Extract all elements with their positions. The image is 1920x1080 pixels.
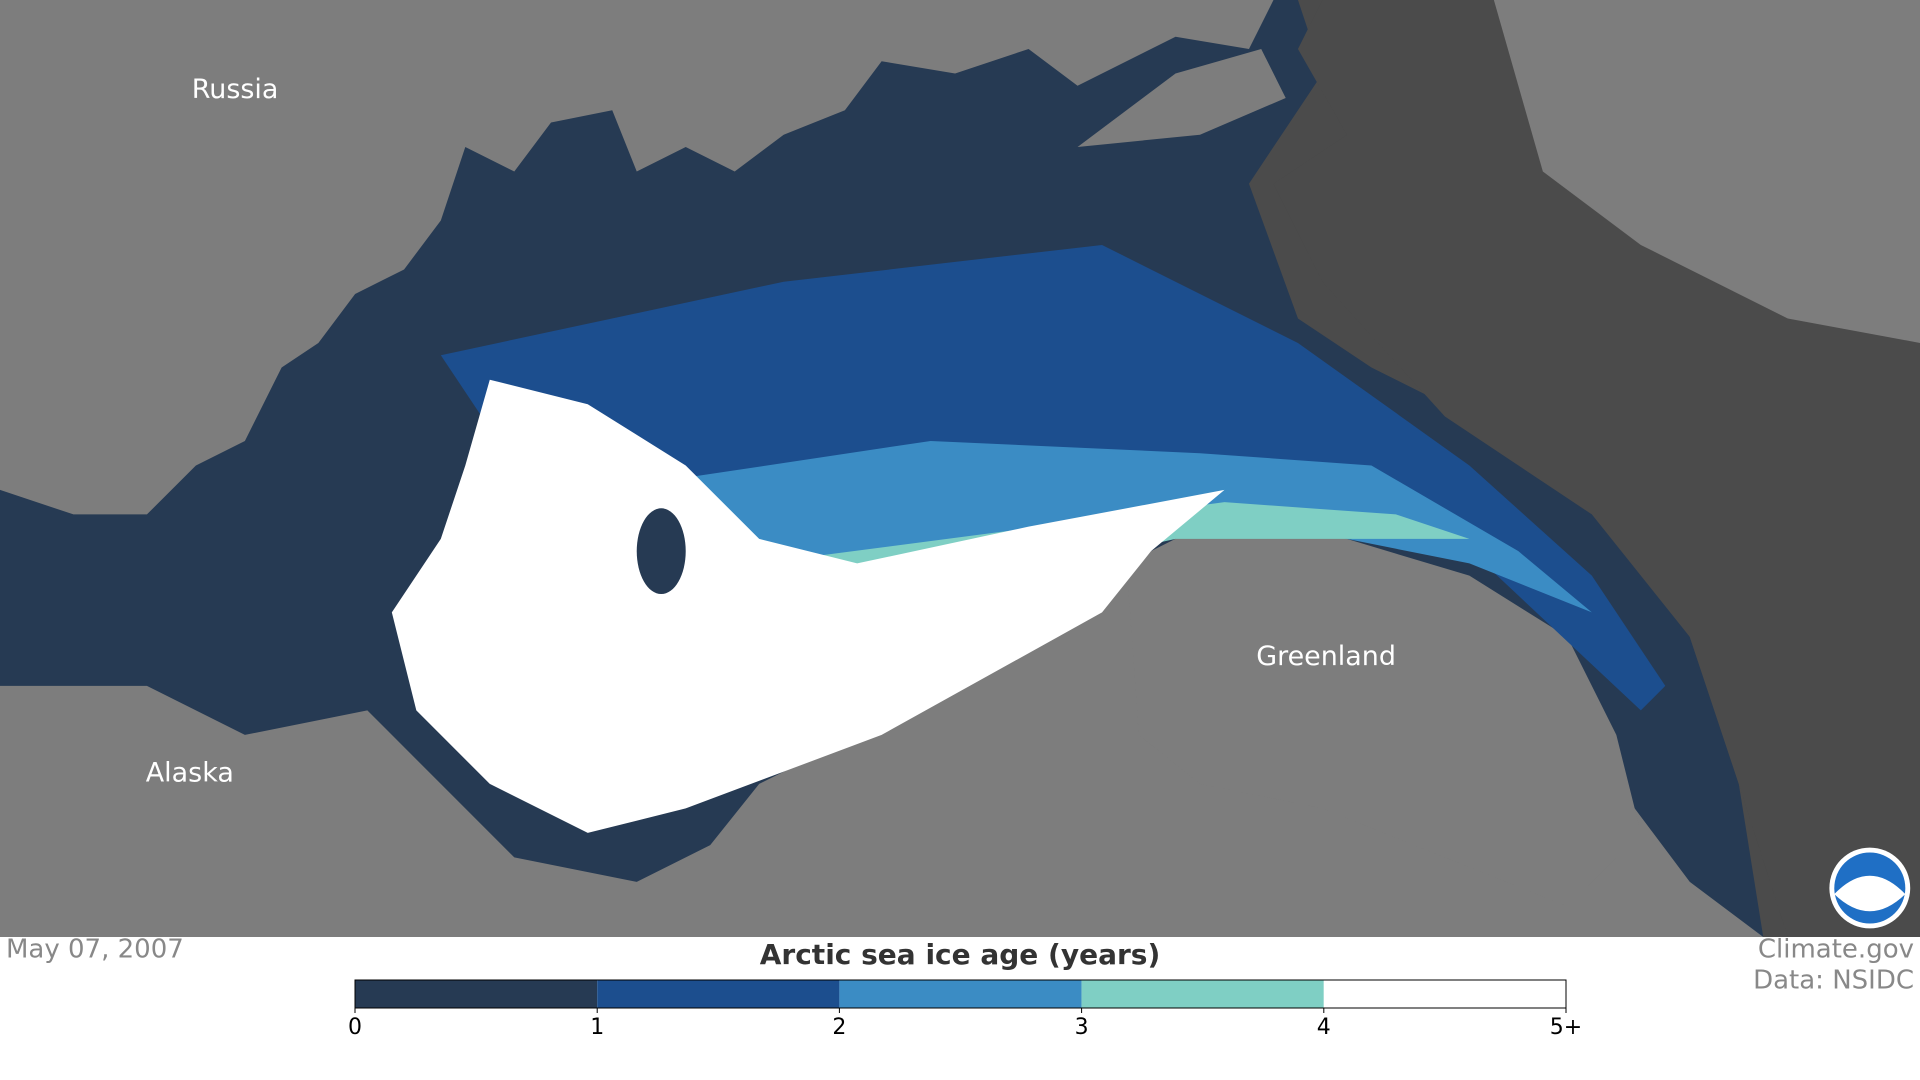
legend-tick-label: 0 xyxy=(348,1015,362,1040)
legend-tick-label: 4 xyxy=(1317,1015,1331,1040)
legend-tick-label: 2 xyxy=(832,1015,846,1040)
legend-swatch xyxy=(1081,980,1324,1008)
legend-tick-label: 1 xyxy=(590,1015,604,1040)
ice-hole xyxy=(636,508,686,595)
legend-swatch xyxy=(1323,980,1566,1008)
land-greenland xyxy=(1126,514,1641,907)
legend-swatch xyxy=(597,980,840,1008)
map: Russia Alaska Greenland xyxy=(0,0,1920,937)
legend-frame xyxy=(354,979,1567,1009)
land-scandinavia xyxy=(1493,0,1920,343)
ice-3yr xyxy=(685,502,1470,686)
map-label: Greenland xyxy=(1256,641,1396,672)
noaa-logo-wave xyxy=(1834,875,1906,912)
legend-swatch xyxy=(839,980,1082,1008)
legend-tick-label: 5+ xyxy=(1550,1015,1582,1040)
map-label: Russia xyxy=(192,74,279,105)
land-novaya-zemlya xyxy=(1077,48,1286,147)
legend-tick-label: 3 xyxy=(1075,1015,1089,1040)
ice-2yr xyxy=(636,440,1592,686)
source: Data: NSIDC xyxy=(1753,966,1914,996)
ice-4yr-plus xyxy=(391,379,1225,833)
map-label: Alaska xyxy=(146,758,234,789)
land-russia xyxy=(0,0,1274,515)
date: May 07, 2007 xyxy=(6,935,184,965)
legend-title: Arctic sea ice age (years) xyxy=(760,938,1161,971)
credit: Climate.gov xyxy=(1758,935,1914,965)
legend-swatch xyxy=(355,980,598,1008)
